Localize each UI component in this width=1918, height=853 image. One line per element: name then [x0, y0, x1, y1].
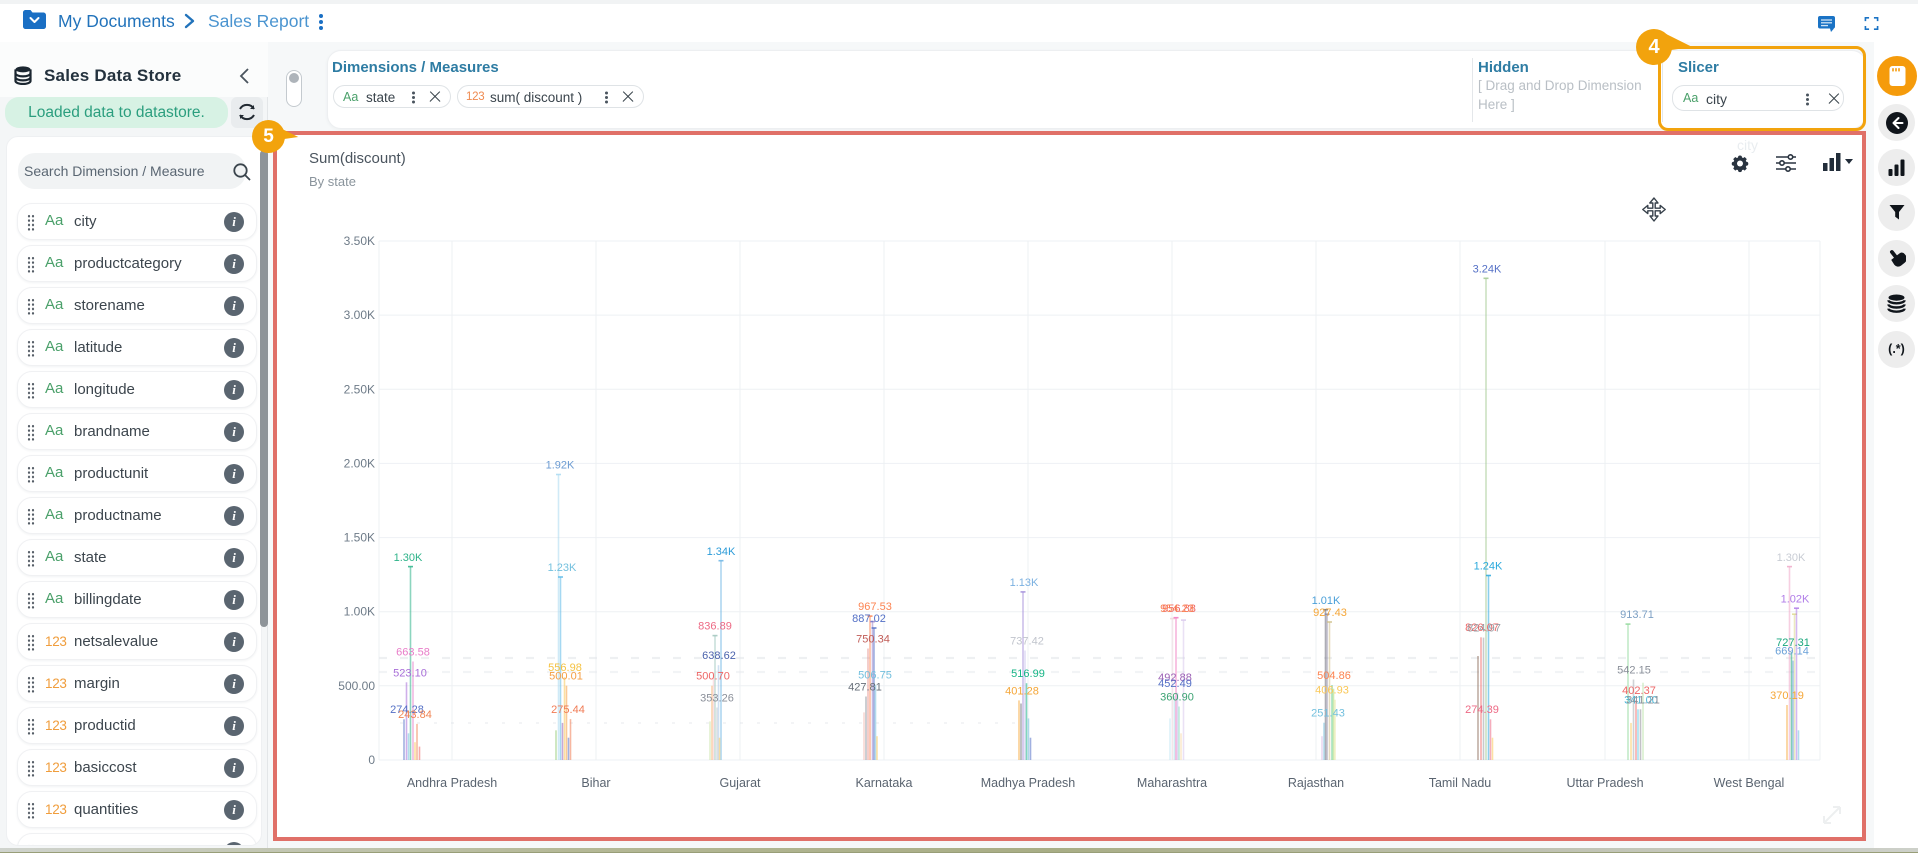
svg-text:836.89: 836.89 [698, 621, 732, 633]
svg-text:Bihar: Bihar [581, 776, 610, 790]
svg-text:750.34: 750.34 [856, 634, 890, 646]
svg-text:516.99: 516.99 [1011, 668, 1045, 680]
svg-text:402.37: 402.37 [1622, 685, 1656, 697]
svg-text:956.88: 956.88 [1162, 603, 1196, 615]
svg-text:1.92K: 1.92K [546, 460, 575, 472]
svg-text:Rajasthan: Rajasthan [1288, 776, 1344, 790]
svg-text:1.24K: 1.24K [1474, 561, 1503, 573]
svg-text:967.53: 967.53 [858, 601, 892, 613]
svg-text:0: 0 [368, 753, 375, 767]
svg-text:274.28: 274.28 [390, 704, 424, 716]
svg-text:506.75: 506.75 [858, 670, 892, 682]
svg-text:370.19: 370.19 [1770, 690, 1804, 702]
svg-text:427.81: 427.81 [848, 681, 882, 693]
svg-text:Gujarat: Gujarat [720, 776, 762, 790]
svg-text:913.71: 913.71 [1620, 609, 1654, 621]
svg-text:727.31: 727.31 [1776, 637, 1810, 649]
svg-text:556.98: 556.98 [548, 662, 582, 674]
svg-text:Tamil Nadu: Tamil Nadu [1429, 776, 1492, 790]
svg-text:500.01: 500.01 [549, 671, 583, 683]
svg-text:663.58: 663.58 [396, 646, 430, 658]
svg-text:504.86: 504.86 [1317, 670, 1351, 682]
svg-text:500.00: 500.00 [338, 679, 375, 693]
svg-text:737.42: 737.42 [1010, 635, 1044, 647]
svg-text:3.24K: 3.24K [1473, 264, 1502, 276]
svg-text:1.01K: 1.01K [1312, 595, 1341, 607]
svg-text:251.43: 251.43 [1311, 708, 1345, 720]
svg-text:3.50K: 3.50K [344, 234, 375, 248]
svg-text:1.50K: 1.50K [344, 531, 375, 545]
svg-text:826.07: 826.07 [1465, 622, 1499, 634]
svg-text:523.10: 523.10 [393, 667, 427, 679]
svg-text:1.02K: 1.02K [1781, 593, 1810, 605]
svg-text:1.13K: 1.13K [1010, 577, 1039, 589]
svg-text:2.50K: 2.50K [344, 382, 375, 396]
svg-text:1.30K: 1.30K [1777, 552, 1806, 564]
svg-text:353.26: 353.26 [700, 693, 734, 705]
svg-text:Madhya Pradesh: Madhya Pradesh [981, 776, 1076, 790]
svg-text:275.44: 275.44 [551, 704, 585, 716]
svg-text:669.14: 669.14 [1775, 646, 1809, 658]
svg-text:Uttar Pradesh: Uttar Pradesh [1566, 776, 1643, 790]
svg-text:Maharashtra: Maharashtra [1137, 776, 1207, 790]
svg-text:Andhra Pradesh: Andhra Pradesh [407, 776, 497, 790]
svg-text:954.23: 954.23 [1160, 603, 1194, 615]
svg-text:360.90: 360.90 [1160, 691, 1194, 703]
svg-text:243.84: 243.84 [398, 709, 432, 721]
svg-text:824.97: 824.97 [1467, 622, 1501, 634]
svg-text:406.93: 406.93 [1315, 685, 1349, 697]
svg-text:Karnataka: Karnataka [856, 776, 913, 790]
svg-text:341.00: 341.00 [1624, 694, 1658, 706]
svg-text:542.15: 542.15 [1617, 664, 1651, 676]
svg-text:1.30K: 1.30K [394, 552, 423, 564]
svg-text:1.23K: 1.23K [548, 562, 577, 574]
svg-text:1.34K: 1.34K [707, 546, 736, 558]
svg-text:492.88: 492.88 [1158, 672, 1192, 684]
svg-text:274.39: 274.39 [1465, 704, 1499, 716]
svg-text:638.62: 638.62 [702, 650, 736, 662]
svg-text:West Bengal: West Bengal [1714, 776, 1785, 790]
svg-text:3.00K: 3.00K [344, 308, 375, 322]
svg-text:1.00K: 1.00K [344, 605, 375, 619]
svg-text:500.70: 500.70 [696, 671, 730, 683]
svg-text:401.28: 401.28 [1005, 685, 1039, 697]
svg-text:341.21: 341.21 [1626, 694, 1660, 706]
svg-text:2.00K: 2.00K [344, 456, 375, 470]
svg-text:927.43: 927.43 [1313, 607, 1347, 619]
svg-text:887.02: 887.02 [852, 613, 886, 625]
svg-text:452.49: 452.49 [1158, 678, 1192, 690]
